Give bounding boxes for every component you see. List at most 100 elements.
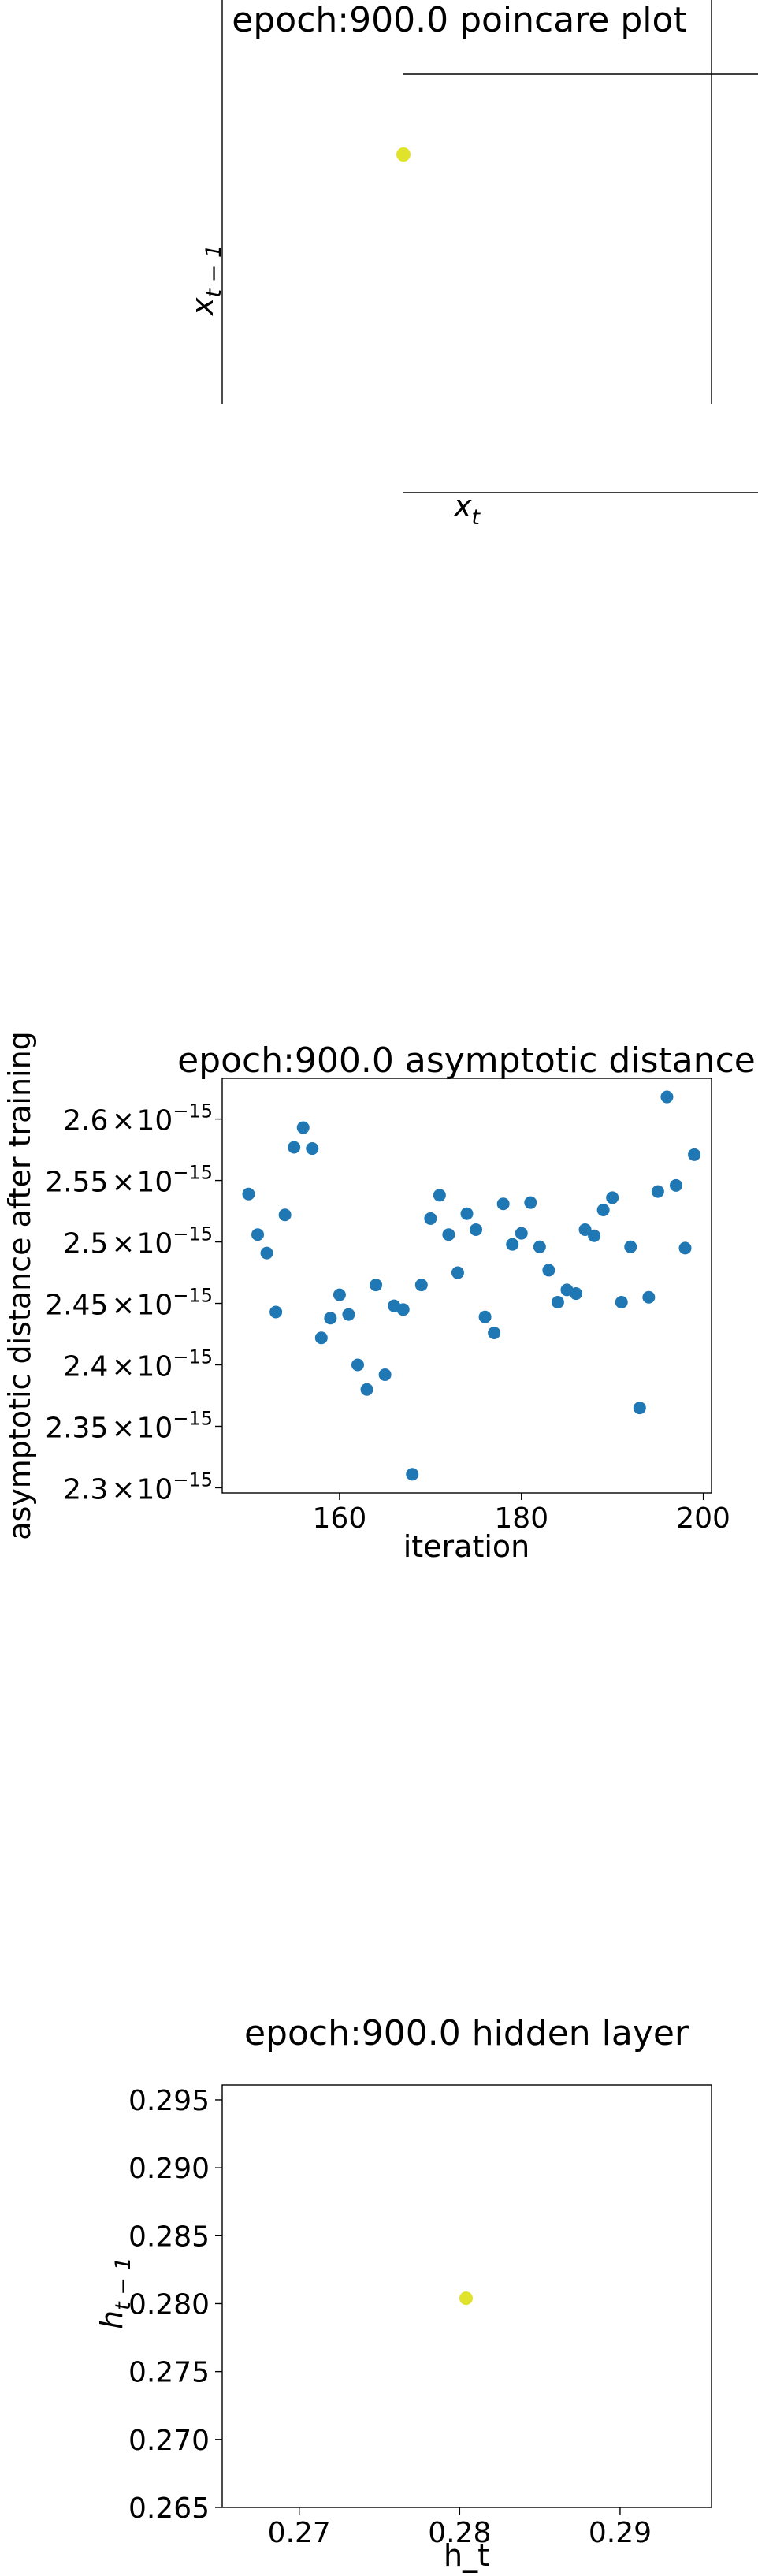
poincare-xlabel-sub: t [472, 505, 481, 530]
asymptotic-point [596, 1204, 610, 1217]
asymptotic-point [396, 1303, 410, 1316]
asymptotic-point [460, 1207, 474, 1220]
asymptotic-x-tick-label: 160 [313, 1502, 367, 1535]
asymptotic-y-tick-times: × [111, 1228, 135, 1260]
asymptotic-y-tick-value: 2.3 [63, 1473, 108, 1506]
asymptotic-x-tick-label: 180 [494, 1502, 548, 1535]
asymptotic-y-tick-base: 10 [137, 1228, 173, 1260]
asymptotic-y-tick-times: × [111, 1351, 135, 1383]
asymptotic-point [551, 1295, 564, 1308]
hidden-x-tick-label: 0.27 [268, 2517, 331, 2549]
asymptotic-y-tick-value: 2.5 [63, 1228, 108, 1260]
asymptotic-point [314, 1331, 328, 1345]
asymptotic-point [633, 1402, 646, 1415]
asymptotic-point [678, 1241, 692, 1255]
asymptotic-y-tick-base: 10 [137, 1167, 173, 1199]
asymptotic-y-tick-exponent: −15 [173, 1407, 213, 1429]
asymptotic-y-tick-base: 10 [137, 1351, 173, 1383]
asymptotic-y-tick-exponent: −15 [173, 1346, 213, 1368]
hidden-x-ticks: 0.27 0.28 0.29 [268, 2507, 652, 2549]
asymptotic-y-tick-exponent: −15 [173, 1100, 213, 1122]
hidden-points [459, 2291, 473, 2306]
poincare-chart: epoch:900.0 poincare plot xt xt − 1 [185, 0, 758, 530]
asymptotic-y-tick-base: 10 [137, 1290, 173, 1322]
asymptotic-y-ticks: 2.3 ×10−152.35 ×10−152.4 ×10−152.45 ×10−152.… [45, 1100, 222, 1506]
asymptotic-point [260, 1246, 273, 1260]
hidden-y-tick-label: 0.265 [128, 2492, 210, 2525]
asymptotic-x-tick-label: 200 [676, 1502, 730, 1535]
hidden-xlabel: h_t [444, 2538, 489, 2573]
hidden-point [459, 2291, 473, 2306]
hidden-plot-frame [221, 2084, 712, 2508]
asymptotic-y-tick-label: 2.35 ×10−15 [45, 1407, 213, 1444]
poincare-point [396, 147, 411, 162]
asymptotic-y-tick-times: × [111, 1412, 135, 1444]
asymptotic-y-tick-base: 10 [137, 1105, 173, 1137]
asymptotic-point [542, 1264, 555, 1277]
hidden-y-ticks: 0.265 0.270 0.275 0.280 0.285 0.290 0.295 [128, 2085, 222, 2525]
asymptotic-y-tick-exponent: −15 [173, 1469, 213, 1491]
asymptotic-y-tick-label: 2.55 ×10−15 [45, 1162, 213, 1199]
poincare-ylabel-main: x [185, 297, 220, 316]
asymptotic-point [624, 1240, 637, 1253]
asymptotic-point [588, 1229, 601, 1242]
asymptotic-point [251, 1228, 265, 1241]
hidden-x-tick-label: 0.29 [589, 2517, 652, 2549]
asymptotic-point [360, 1383, 373, 1396]
poincare-title: epoch:900.0 poincare plot [232, 0, 686, 40]
asymptotic-y-tick-exponent: −15 [173, 1162, 213, 1184]
asymptotic-xlabel: iteration [403, 1529, 530, 1564]
asymptotic-y-tick-base: 10 [137, 1412, 173, 1444]
asymptotic-point [470, 1223, 483, 1236]
hidden-y-tick-label: 0.290 [128, 2153, 210, 2185]
asymptotic-point [651, 1185, 664, 1198]
hidden-y-tick-label: 0.280 [128, 2288, 210, 2321]
hidden-y-tick-label: 0.295 [128, 2085, 210, 2117]
asymptotic-point [414, 1279, 428, 1292]
asymptotic-title: epoch:900.0 asymptotic distance [177, 1040, 756, 1081]
asymptotic-point [451, 1266, 464, 1279]
asymptotic-y-tick-label: 2.4 ×10−15 [63, 1346, 213, 1383]
asymptotic-y-tick-times: × [111, 1167, 135, 1199]
asymptotic-y-tick-value: 2.35 [45, 1412, 108, 1444]
poincare-ylabel-sub: t − 1 [202, 244, 226, 298]
asymptotic-point [269, 1305, 283, 1319]
asymptotic-point [524, 1196, 537, 1209]
hidden-y-tick-label: 0.275 [128, 2357, 210, 2389]
asymptotic-y-tick-label: 2.45 ×10−15 [45, 1285, 213, 1322]
asymptotic-plot-frame [221, 1078, 712, 1494]
poincare-ylabel: xt − 1 [185, 244, 226, 316]
asymptotic-point [351, 1358, 364, 1372]
asymptotic-point [378, 1368, 392, 1381]
asymptotic-point [406, 1468, 419, 1481]
asymptotic-point [642, 1290, 656, 1304]
asymptotic-point [488, 1326, 501, 1339]
asymptotic-y-tick-label: 2.5 ×10−15 [63, 1223, 213, 1260]
asymptotic-point [296, 1121, 310, 1134]
asymptotic-y-tick-label: 2.3 ×10−15 [63, 1469, 213, 1506]
poincare-xlabel: xt [453, 489, 481, 530]
asymptotic-point [370, 1279, 383, 1292]
hidden-ylabel: ht − 1 [95, 2257, 136, 2329]
asymptotic-point [342, 1308, 355, 1321]
hidden-y-tick-label: 0.270 [128, 2425, 210, 2457]
hidden-x-tick-label: 0.28 [428, 2517, 491, 2549]
asymptotic-y-tick-times: × [111, 1105, 135, 1137]
asymptotic-y-tick-base: 10 [137, 1473, 173, 1506]
asymptotic-point [615, 1295, 628, 1308]
asymptotic-y-tick-exponent: −15 [173, 1223, 213, 1245]
asymptotic-points [242, 1090, 701, 1481]
asymptotic-y-tick-value: 2.6 [63, 1105, 108, 1137]
asymptotic-y-tick-label: 2.6 ×10−15 [63, 1100, 213, 1137]
poincare-xlabel-main: x [453, 489, 472, 523]
asymptotic-point [478, 1310, 492, 1323]
asymptotic-point [278, 1208, 292, 1222]
asymptotic-point [578, 1223, 592, 1236]
hidden-ylabel-main: h [95, 2310, 129, 2329]
asymptotic-point [424, 1212, 437, 1225]
hidden-y-tick-label: 0.285 [128, 2220, 210, 2253]
asymptotic-point [515, 1227, 528, 1240]
asymptotic-point [242, 1187, 255, 1201]
asymptotic-point [324, 1312, 337, 1325]
